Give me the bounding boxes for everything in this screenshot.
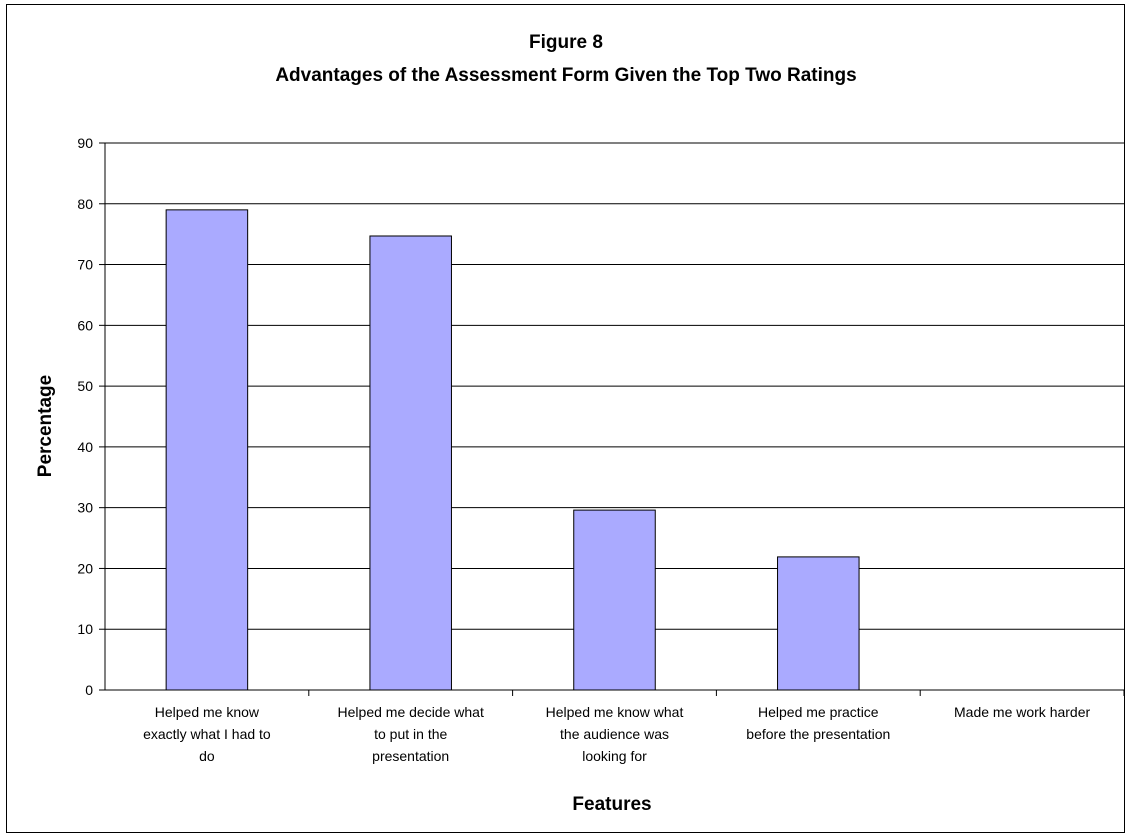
- y-tick-label: 30: [77, 500, 93, 516]
- bar: [369, 235, 452, 691]
- bar-chart: Figure 8 Advantages of the Assessment Fo…: [35, 32, 1124, 815]
- bar: [573, 509, 656, 691]
- y-tick-label: 10: [77, 621, 93, 637]
- chart-frame: Figure 8 Advantages of the Assessment Fo…: [6, 4, 1125, 833]
- y-tick-label: 50: [77, 378, 93, 394]
- x-category-label: Helped me know what the audience was looki…: [546, 704, 684, 764]
- y-tick-label: 20: [77, 560, 93, 576]
- x-category-label: Helped me practice before the presentatio…: [746, 704, 890, 742]
- y-tick-label: 60: [77, 317, 93, 333]
- y-tick-label: 0: [85, 682, 93, 698]
- x-category-label: Helped me know exactly what I had to do: [143, 704, 271, 764]
- y-tick-label: 90: [77, 135, 93, 151]
- y-tick-label: 70: [77, 257, 93, 273]
- chart-title: Figure 8: [529, 32, 603, 53]
- bar: [165, 209, 249, 691]
- y-tick-label: 80: [77, 196, 93, 212]
- x-category-label: Made me work harder: [954, 704, 1091, 720]
- x-category-label: Helped me decide what to put in the presen…: [338, 704, 484, 764]
- y-tick-label: 40: [77, 439, 93, 455]
- chart-subtitle: Advantages of the Assessment Form Given …: [275, 65, 856, 86]
- bar: [777, 556, 860, 691]
- plot-area: 0 10 20 30 40 50 60 70 80 90 Helped me know exactly…: [77, 135, 1124, 764]
- y-axis-title: Percentage: [35, 375, 56, 477]
- x-axis-title: Features: [572, 794, 651, 815]
